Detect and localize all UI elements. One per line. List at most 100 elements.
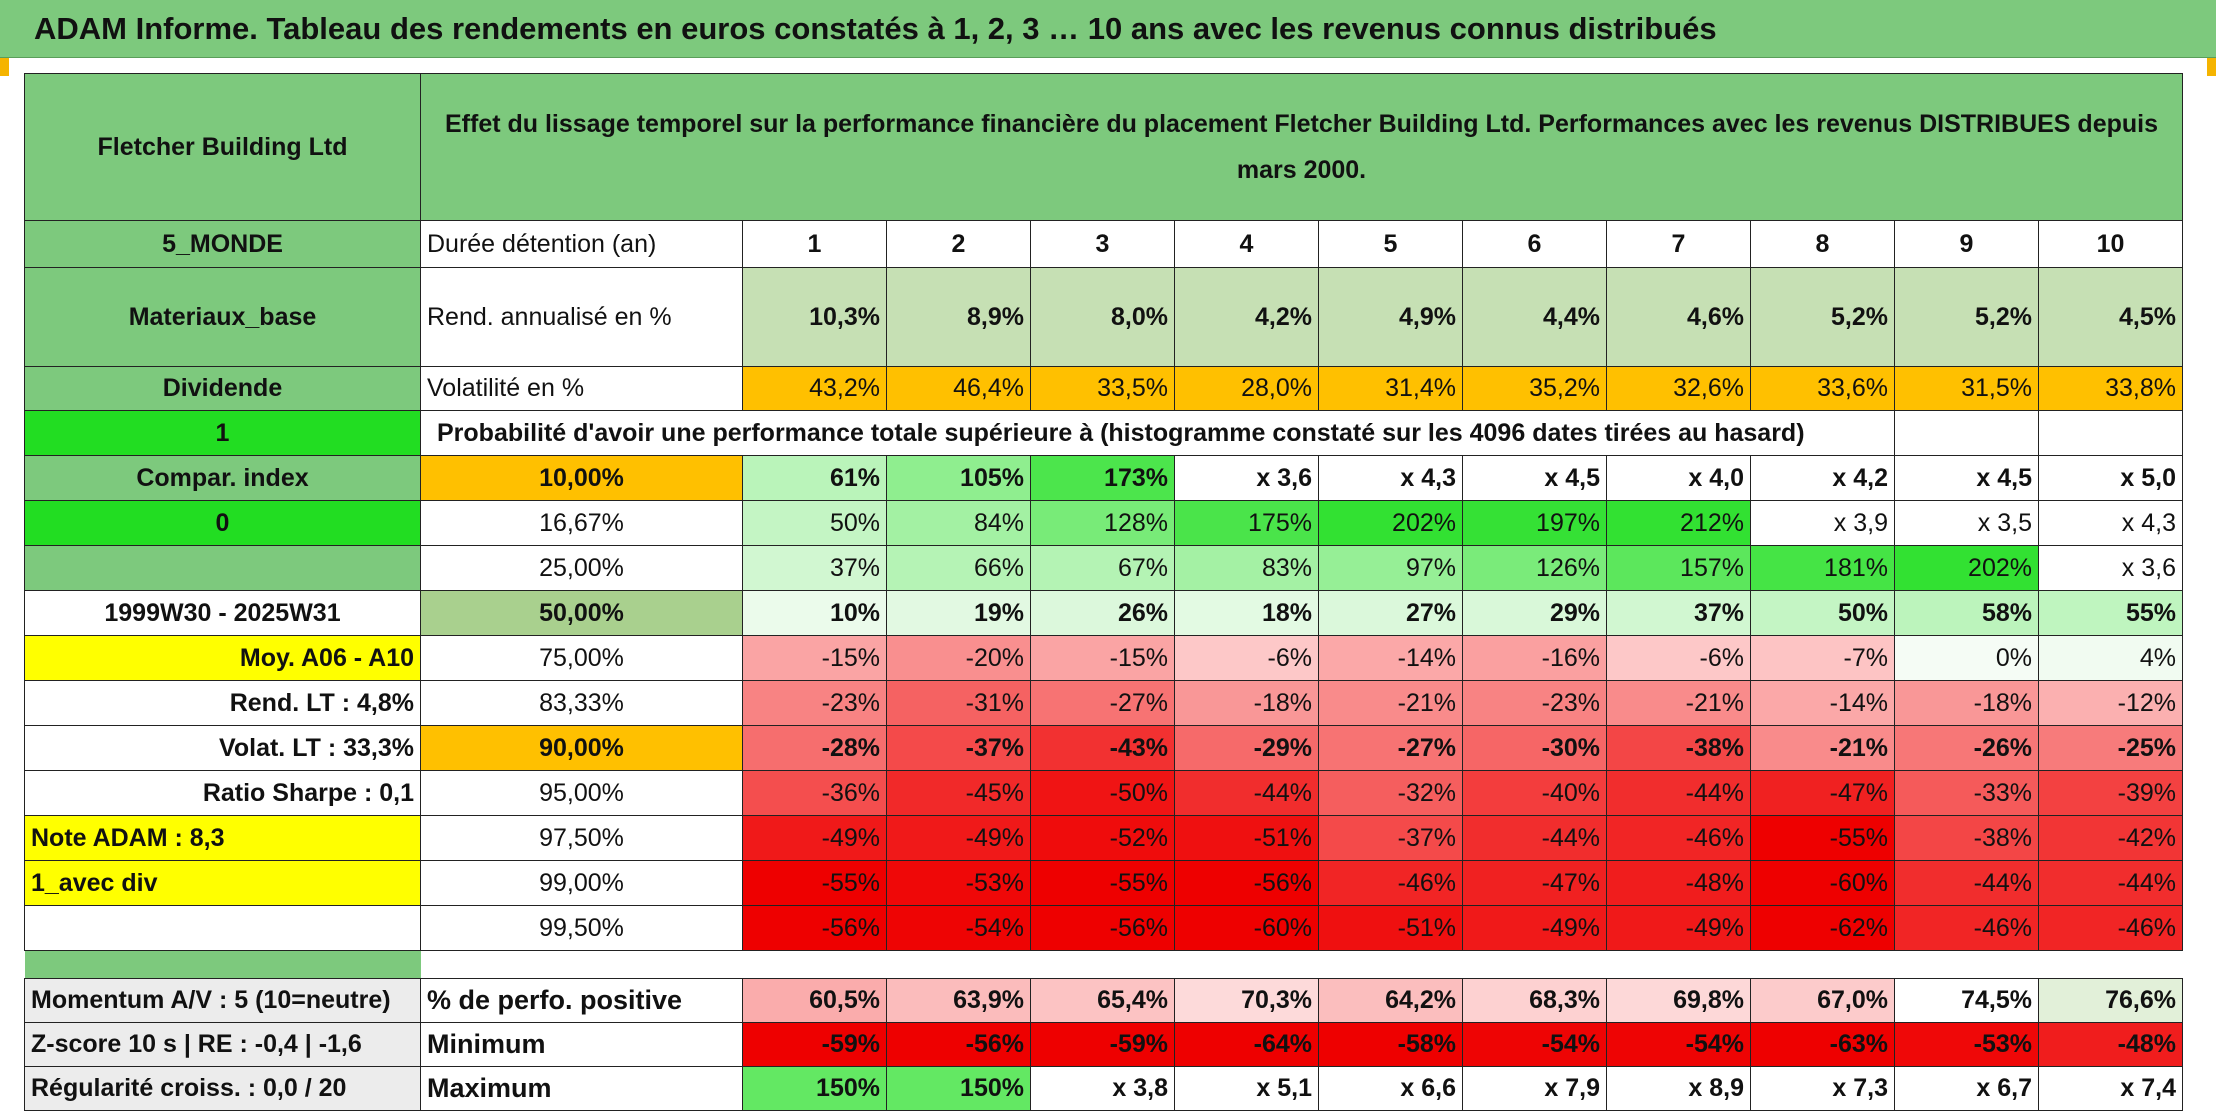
percentile-row: Compar. index 10,00% 61% 105% 173% x 3,6 x 4,3… <box>24 455 2183 501</box>
percentile-value-cell: -46% <box>2038 905 2183 951</box>
percentile-value-cell: -46% <box>1606 815 1751 861</box>
percentile-value-cell: 37% <box>742 545 887 591</box>
percentile-value-cell: -6% <box>1174 635 1319 681</box>
annualized-return-cell: 10,3% <box>742 267 887 367</box>
minimum-cell: -59% <box>1030 1022 1175 1067</box>
percentile-value-cell: -14% <box>1750 680 1895 726</box>
percentile-value-cell: 50% <box>742 500 887 546</box>
maximum-cell: 150% <box>886 1066 1031 1111</box>
percentile-label: 75,00% <box>420 635 743 681</box>
summary-row: Z-score 10 s | RE : -0,4 | -1,6 Minimum -5… <box>24 1022 2183 1067</box>
annualized-return-cell: 4,4% <box>1462 267 1607 367</box>
percentile-value-cell: -48% <box>1606 860 1751 906</box>
percentile-label: 97,50% <box>420 815 743 861</box>
percentile-label: 99,50% <box>420 905 743 951</box>
percentile-value-cell: 175% <box>1174 500 1319 546</box>
adam-score: Note ADAM : 8,3 <box>24 815 421 861</box>
average-label: Moy. A06 - A10 <box>24 635 421 681</box>
year-header: 7 <box>1606 220 1751 268</box>
percentile-value-cell: -6% <box>1606 635 1751 681</box>
flag-dividend-cell[interactable]: 1 <box>24 410 421 456</box>
volatility-cell: 33,8% <box>2038 366 2183 411</box>
percentile-value-cell: -28% <box>742 725 887 771</box>
minimum-cell: -64% <box>1174 1022 1319 1067</box>
performance-table: Fletcher Building Ltd Effet du lissage t… <box>24 73 2183 1111</box>
dividend-mode: 1_avec div <box>24 860 421 906</box>
percentile-value-cell: x 4,3 <box>2038 500 2183 546</box>
percentile-value-cell: -62% <box>1750 905 1895 951</box>
percentile-value-cell: x 3,9 <box>1750 500 1895 546</box>
minimum-cell: -59% <box>742 1022 887 1067</box>
percentile-value-cell: -15% <box>742 635 887 681</box>
percentile-value-cell: 126% <box>1462 545 1607 591</box>
annualized-return-cell: 8,9% <box>886 267 1031 367</box>
percentile-value-cell: 4% <box>2038 635 2183 681</box>
maximum-cell: x 6,7 <box>1894 1066 2039 1111</box>
dividend-label: Dividende <box>24 366 421 411</box>
percentile-value-cell: -14% <box>1318 635 1463 681</box>
year-header: 6 <box>1462 220 1607 268</box>
percentile-value-cell: -55% <box>742 860 887 906</box>
annualized-return-label: Rend. annualisé en % <box>420 267 743 367</box>
spacer-blank <box>421 951 2183 979</box>
percentile-value-cell: -52% <box>1030 815 1175 861</box>
region-label: 5_MONDE <box>24 220 421 268</box>
positive-perf-cell: 70,3% <box>1174 978 1319 1023</box>
percentile-value-cell: -60% <box>1750 860 1895 906</box>
positive-perf-cell: 64,2% <box>1318 978 1463 1023</box>
percentile-value-cell: -20% <box>886 635 1031 681</box>
percentile-value-cell: x 3,5 <box>1894 500 2039 546</box>
asset-name: Fletcher Building Ltd <box>24 73 421 221</box>
percentile-value-cell: -27% <box>1318 725 1463 771</box>
percentile-value-cell: -21% <box>1750 725 1895 771</box>
percentile-value-cell: -23% <box>1462 680 1607 726</box>
positive-perf-label: % de perfo. positive <box>420 978 743 1023</box>
percentile-label: 95,00% <box>420 770 743 816</box>
percentile-value-cell: x 4,0 <box>1606 455 1751 501</box>
percentile-label: 50,00% <box>420 590 743 636</box>
percentile-value-cell: 128% <box>1030 500 1175 546</box>
annualized-return-cell: 5,2% <box>1750 267 1895 367</box>
percentile-value-cell: -51% <box>1174 815 1319 861</box>
year-header: 8 <box>1750 220 1895 268</box>
percentile-value-cell: x 4,5 <box>1894 455 2039 501</box>
percentile-value-cell: 84% <box>886 500 1031 546</box>
percentile-value-cell: -44% <box>1462 815 1607 861</box>
percentile-value-cell: 29% <box>1462 590 1607 636</box>
percentile-value-cell: 66% <box>886 545 1031 591</box>
maximum-cell: 150% <box>742 1066 887 1111</box>
percentile-value-cell: -16% <box>1462 635 1607 681</box>
volatility-cell: 31,4% <box>1318 366 1463 411</box>
percentile-value-cell: -31% <box>886 680 1031 726</box>
percentile-value-cell: -54% <box>886 905 1031 951</box>
volatility-cell: 33,6% <box>1750 366 1895 411</box>
percentile-label: 99,00% <box>420 860 743 906</box>
percentile-value-cell: -37% <box>1318 815 1463 861</box>
report-title: ADAM Informe. Tableau des rendements en … <box>0 0 2216 58</box>
percentile-row: Rend. LT : 4,8% 83,33% -23% -31% -27% -18% -21… <box>24 680 2183 726</box>
annualized-return-cell: 4,2% <box>1174 267 1319 367</box>
maximum-cell: x 5,1 <box>1174 1066 1319 1111</box>
corner-marker-right <box>2207 58 2216 76</box>
spacer-green <box>24 950 421 979</box>
percentile-value-cell: -53% <box>886 860 1031 906</box>
positive-perf-cell: 68,3% <box>1462 978 1607 1023</box>
percentile-value-cell: -49% <box>886 815 1031 861</box>
flag-index-cell[interactable]: 0 <box>24 500 421 546</box>
positive-perf-cell: 63,9% <box>886 978 1031 1023</box>
minimum-label: Minimum <box>420 1022 743 1067</box>
percentile-value-cell: 58% <box>1894 590 2039 636</box>
volatility-cell: 31,5% <box>1894 366 2039 411</box>
percentile-value-cell: -44% <box>2038 860 2183 906</box>
volatility-label: Volatilité en % <box>420 366 743 411</box>
corner-marker-left <box>0 58 9 76</box>
percentile-value-cell: -33% <box>1894 770 2039 816</box>
percentile-value-cell: -56% <box>1030 905 1175 951</box>
year-header: 3 <box>1030 220 1175 268</box>
annualized-return-cell: 5,2% <box>1894 267 2039 367</box>
annualized-return-cell: 4,9% <box>1318 267 1463 367</box>
percentile-value-cell: 26% <box>1030 590 1175 636</box>
percentile-value-cell: -47% <box>1462 860 1607 906</box>
percentile-value-cell: 61% <box>742 455 887 501</box>
percentile-value-cell: x 4,5 <box>1462 455 1607 501</box>
